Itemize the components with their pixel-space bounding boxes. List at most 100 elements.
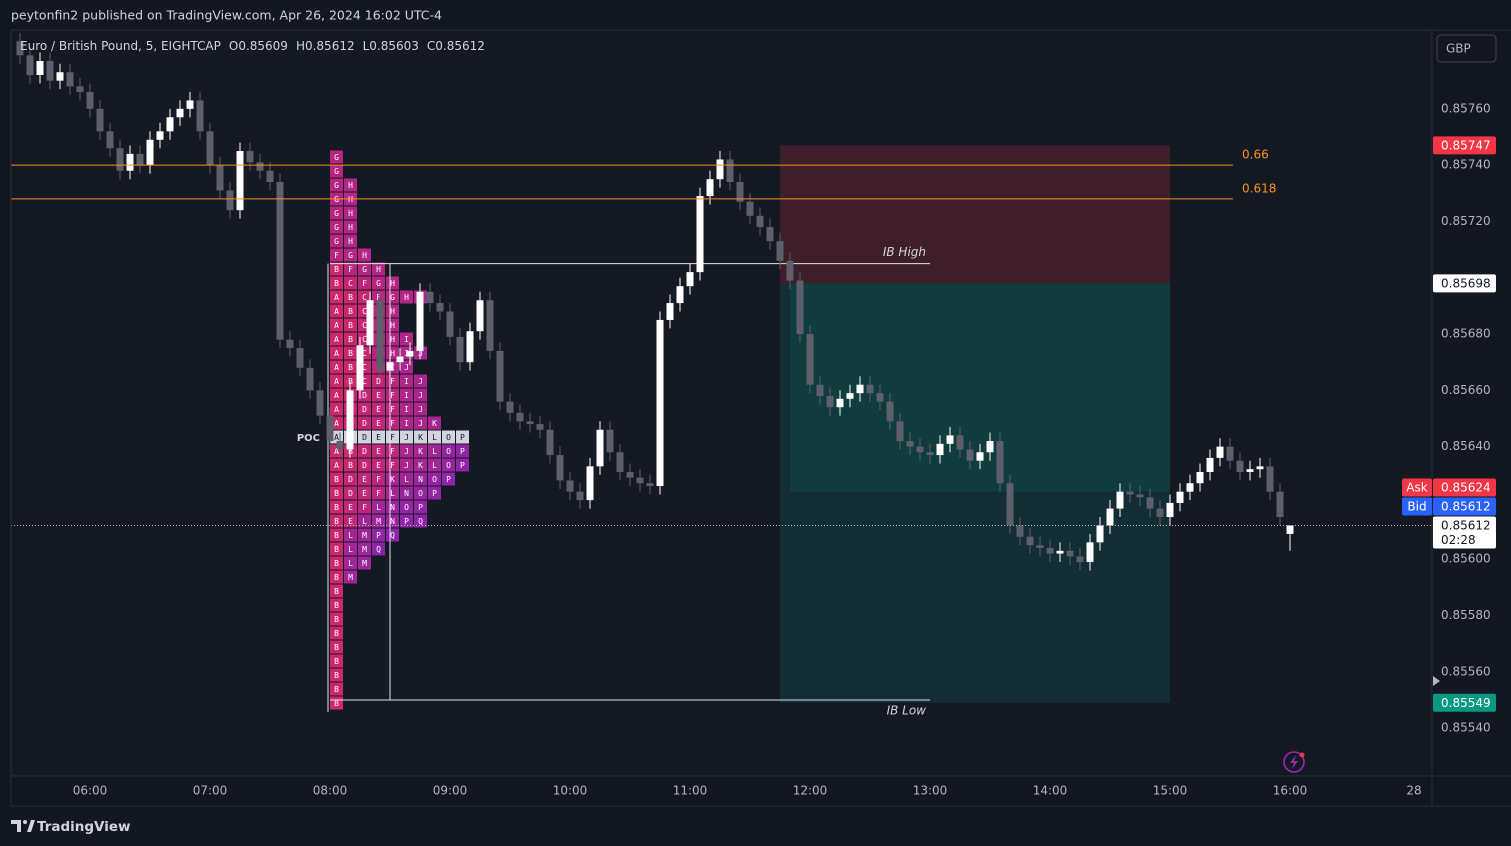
tpo-cell — [400, 514, 413, 528]
tpo-cell — [330, 528, 343, 542]
tpo-cell — [400, 500, 413, 514]
candle-body — [406, 350, 414, 357]
candle-body — [896, 421, 904, 442]
tpo-cell — [386, 332, 399, 346]
currency-button[interactable] — [1436, 34, 1497, 63]
tpo-cell — [400, 472, 413, 486]
ohlc-label: O — [229, 39, 238, 53]
tpo-cell — [358, 458, 371, 472]
tpo-cell — [372, 528, 385, 542]
candle-body — [1036, 545, 1044, 548]
tpo-cell — [456, 430, 469, 444]
tpo-row: BFGH — [334, 265, 390, 274]
tpo-cell — [414, 458, 427, 472]
candle-body — [946, 435, 954, 444]
ohlc-value: 0.85603 — [369, 39, 419, 53]
tpo-cell — [358, 444, 371, 458]
tpo-row: B — [334, 699, 348, 708]
candle-body — [496, 350, 504, 402]
candle-body — [546, 429, 554, 456]
tpo-cell — [428, 430, 441, 444]
tpo-cell — [330, 486, 343, 500]
tpo-cell — [386, 304, 399, 318]
tpo-cell — [428, 444, 441, 458]
tpo-cell — [400, 458, 413, 472]
tpo-cell — [344, 262, 357, 276]
candle-body — [976, 452, 984, 461]
tpo-cell — [414, 416, 427, 430]
plot-area — [11, 30, 1432, 776]
tpo-cell — [330, 640, 343, 654]
tpo-cell — [330, 682, 343, 696]
entry-badge: 0.85698 — [1441, 276, 1491, 290]
candle-body — [426, 291, 434, 304]
brand-logo — [11, 820, 35, 832]
tpo-cell — [372, 416, 385, 430]
alert-dot[interactable] — [1299, 752, 1305, 758]
candle-body — [966, 449, 974, 461]
tpo-row: BEFLNOP — [334, 503, 432, 512]
tpo-cell — [344, 514, 357, 528]
tpo-cell — [330, 402, 343, 416]
tpo-cell — [330, 304, 343, 318]
scale-arrow[interactable] — [1433, 676, 1440, 686]
candle-body — [906, 441, 914, 447]
candle-body — [1206, 457, 1214, 472]
tpo-cell — [330, 248, 343, 262]
tpo-cell — [330, 458, 343, 472]
alert-icon[interactable] — [1283, 751, 1305, 773]
target-badge-bg — [1433, 693, 1496, 712]
y-tick-label: 0.85720 — [1441, 214, 1491, 228]
candle-body — [26, 55, 34, 76]
y-tick-label: 0.85760 — [1441, 101, 1491, 115]
tpo-cell — [386, 402, 399, 416]
candle-body — [296, 348, 304, 368]
tpo-cell — [400, 388, 413, 402]
tpo-row: B — [334, 671, 348, 680]
candle-body — [796, 280, 804, 335]
candle-body — [1096, 525, 1104, 543]
tpo-row: ABCFGHI — [334, 293, 432, 302]
overlay-layer: IB High IB Low 0.66 0.618 — [11, 148, 1432, 717]
position-layer — [780, 145, 1170, 703]
candle-body — [36, 60, 44, 76]
tpo-cell — [386, 430, 399, 444]
tpo-row: B — [334, 587, 348, 596]
tpo-row: ACDEFIJK — [334, 419, 446, 428]
candle-body — [1146, 497, 1154, 509]
candle-body — [536, 424, 544, 430]
candle-body — [386, 362, 394, 371]
tpo-cell — [330, 500, 343, 514]
candle-body — [736, 182, 744, 202]
stop-badge: 0.85747 — [1441, 138, 1491, 152]
x-tick-label: 11:00 — [673, 784, 708, 798]
alert-ring[interactable] — [1283, 751, 1305, 773]
ohlc-value: 0.85612 — [435, 39, 485, 53]
tpo-row: BM — [334, 573, 362, 582]
candle-body — [986, 441, 994, 453]
candle-body — [66, 72, 74, 87]
tpo-row: ACDEFIJ — [334, 391, 432, 400]
tpo-cell — [330, 234, 343, 248]
tpo-row: GH — [334, 223, 362, 232]
tpo-cell — [358, 556, 371, 570]
candle-body — [1196, 471, 1204, 484]
candle-body — [336, 441, 344, 450]
y-tick-label: 0.85600 — [1441, 552, 1491, 566]
tpo-cell — [344, 220, 357, 234]
alert-bolt[interactable] — [1290, 755, 1298, 769]
currency-label[interactable]: GBP — [1446, 42, 1471, 56]
tpo-cell — [330, 598, 343, 612]
candle-body — [866, 384, 874, 394]
tpo-cell — [442, 444, 455, 458]
tpo-cell — [330, 514, 343, 528]
candle-body — [686, 272, 694, 287]
tpo-cell — [372, 276, 385, 290]
tpo-cell — [358, 528, 371, 542]
tpo-cell — [372, 458, 385, 472]
candle-body — [516, 412, 524, 422]
candle-body — [316, 390, 324, 416]
candle-body — [576, 491, 584, 501]
tpo-cell — [330, 556, 343, 570]
candle-body — [996, 441, 1004, 484]
